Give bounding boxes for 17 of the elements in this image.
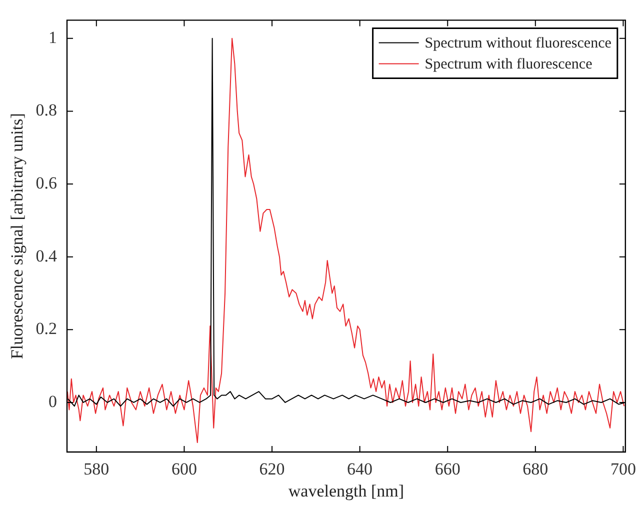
x-tick-label: 680 xyxy=(522,460,548,479)
x-axis-title: wavelength [nm] xyxy=(288,481,404,500)
x-tick-label: 700 xyxy=(610,460,636,479)
y-tick-label: 0.6 xyxy=(36,174,57,193)
y-tick-label: 0.4 xyxy=(36,246,58,266)
x-tick-label: 660 xyxy=(434,460,460,479)
legend-label: Spectrum without fluorescence xyxy=(424,36,612,52)
x-tick-label: 600 xyxy=(171,460,197,479)
legend-label: Spectrum with fluorescence xyxy=(424,56,593,73)
y-tick-label: 0.8 xyxy=(36,100,57,120)
y-axis-title: Fluorescence signal [arbitrary units] xyxy=(8,113,27,360)
x-tick-label: 620 xyxy=(259,460,285,479)
x-tick-label: 580 xyxy=(84,460,110,479)
y-tick-label: 0 xyxy=(48,392,57,411)
y-tick-label: 1 xyxy=(48,28,57,47)
x-tick-label: 640 xyxy=(347,460,373,479)
y-tick-label: 0.2 xyxy=(36,319,57,338)
